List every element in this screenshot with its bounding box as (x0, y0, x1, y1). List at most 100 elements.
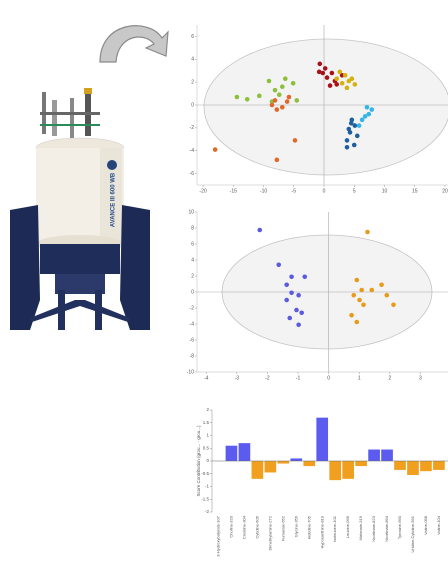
point (256, 93, 262, 99)
x-tick-label: Isoleucine-101 (332, 515, 337, 542)
point (302, 274, 308, 280)
point (272, 87, 278, 93)
point (351, 292, 357, 298)
y-tick-label: 1.5 (203, 420, 210, 425)
bar (303, 461, 316, 467)
point (364, 104, 370, 110)
point (344, 85, 350, 91)
x-tick-label: 0 (327, 375, 330, 381)
spectrometer: AVANCE III 600 WB (10, 88, 150, 330)
x-tick-label: 3-Hydroxybutyrate-107 (216, 515, 221, 556)
y-axis-label: Score Contribution (grou... - grou...) (196, 425, 201, 497)
bar (368, 449, 380, 461)
point (286, 94, 292, 100)
point (296, 292, 301, 298)
y-tick-label: -6 (190, 337, 195, 343)
bar (394, 461, 406, 470)
point (296, 322, 301, 328)
point (369, 287, 375, 293)
y-tick-label: -10 (187, 369, 194, 375)
point (287, 315, 293, 321)
x-tick-label: 1 (358, 375, 361, 381)
bar (225, 445, 238, 461)
point (290, 80, 296, 86)
bar (264, 461, 277, 473)
x-tick-label: 5 (353, 188, 356, 194)
x-tick-label: Glycine-356 (293, 515, 298, 537)
point (361, 302, 366, 308)
y-tick-label: 0.5 (203, 445, 210, 450)
y-tick-label: -4 (190, 321, 195, 327)
y-tick-label: 1 (206, 433, 209, 438)
bar (355, 461, 367, 467)
point (369, 107, 375, 112)
point (269, 102, 275, 108)
x-tick-label: -4 (204, 375, 209, 381)
point (320, 70, 326, 76)
point (349, 76, 355, 82)
bar (381, 449, 393, 461)
point (279, 104, 285, 110)
point (357, 297, 362, 303)
point (334, 82, 340, 87)
x-tick-label: -5 (292, 188, 297, 194)
x-tick-label: Uridine-Cytidine-591 (410, 515, 415, 552)
x-tick-label: -1 (296, 375, 301, 381)
y-tick-label: -1 (205, 484, 209, 489)
point (349, 312, 354, 318)
x-tick-label: Tyrosine-690 (397, 515, 402, 539)
point (334, 76, 340, 82)
point (342, 72, 348, 78)
point (329, 70, 335, 76)
point (276, 92, 282, 98)
x-tick-label: -10 (260, 188, 267, 194)
x-tick-label: Creatine-304 (241, 515, 246, 539)
point (284, 99, 290, 104)
y-tick-label: 4 (191, 57, 194, 63)
point (337, 69, 343, 75)
x-tick-label: -2 (265, 375, 270, 381)
point (346, 126, 352, 132)
y-tick-label: 0 (191, 289, 194, 295)
y-tick-label: 6 (191, 34, 194, 40)
point (284, 297, 289, 303)
point (294, 307, 299, 313)
point (354, 133, 360, 139)
bar (407, 461, 419, 476)
point (272, 98, 278, 103)
y-tick-label: 2 (206, 407, 209, 412)
y-tick-label: 8 (191, 225, 194, 231)
x-tick-label: -3 (235, 375, 240, 381)
x-tick-label: Nicotinate-894 (384, 515, 389, 542)
point (352, 82, 358, 87)
point (316, 69, 322, 75)
x-tick-label: Leucine-096 (345, 515, 350, 538)
point (284, 282, 289, 288)
bar (433, 461, 445, 470)
x-tick-label: 0 (323, 188, 326, 194)
x-tick-label: Dimethylamine-272 (267, 515, 272, 550)
y-tick-label: -2 (190, 125, 195, 131)
point (391, 302, 396, 308)
point (359, 117, 365, 123)
y-tick-label: 4 (191, 257, 194, 263)
point (362, 114, 368, 119)
point (356, 123, 362, 128)
x-tick-label: Valine-098 (423, 515, 428, 535)
y-tick-label: 10 (188, 209, 194, 215)
point (274, 107, 280, 112)
y-tick-label: -2 (205, 509, 209, 514)
point (317, 61, 323, 67)
y-tick-label: -2 (190, 305, 195, 311)
arrow (99, 25, 169, 63)
point (354, 319, 360, 325)
x-tick-label: -20 (199, 188, 206, 194)
bar (329, 461, 342, 481)
point (283, 76, 288, 82)
x-tick-label: -15 (230, 188, 237, 194)
bar (251, 461, 264, 479)
x-tick-label: Hypoxanthine-819 (319, 515, 324, 548)
confidence-ellipse (203, 38, 448, 176)
bar (342, 461, 354, 479)
y-tick-label: 0 (206, 458, 209, 463)
